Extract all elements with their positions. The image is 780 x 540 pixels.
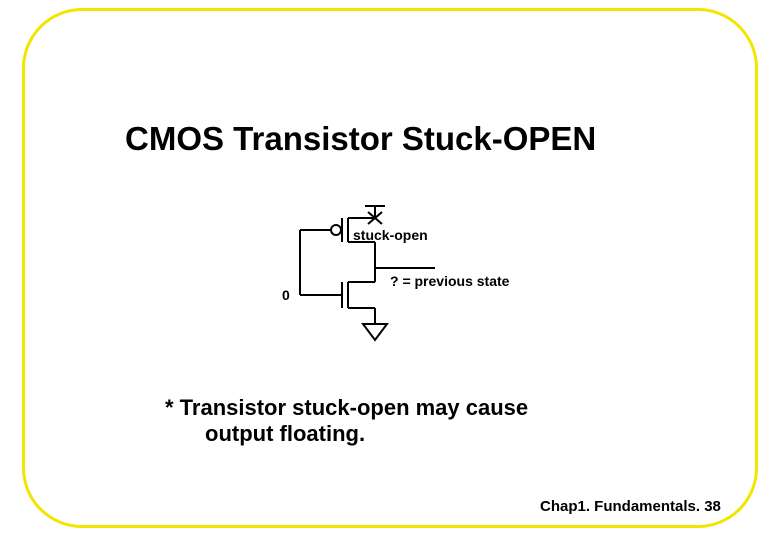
input-value-label: 0 — [282, 287, 290, 303]
slide-title: CMOS Transistor Stuck-OPEN — [125, 120, 596, 158]
output-state-label: ? = previous state — [390, 273, 509, 289]
stuck-open-label: stuck-open — [353, 227, 428, 243]
body-line-2: output floating. — [205, 421, 365, 446]
body-line-1: * Transistor stuck-open may cause — [165, 395, 528, 420]
slide-body-text: * Transistor stuck-open may cause output… — [165, 395, 528, 447]
slide-footer: Chap1. Fundamentals. 38 — [540, 498, 721, 515]
